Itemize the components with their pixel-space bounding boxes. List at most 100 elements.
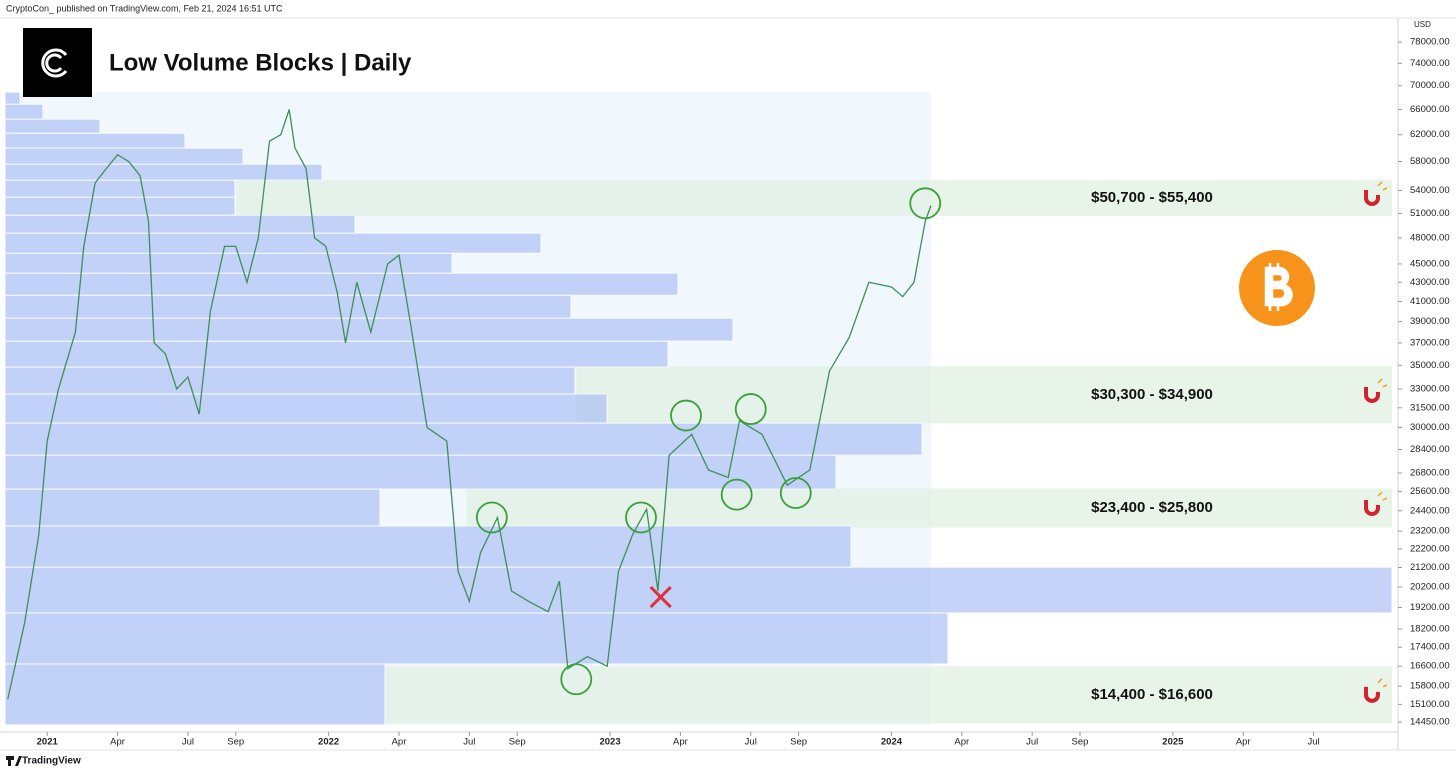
x-tick-label: 2023 [599, 737, 620, 748]
y-tick-label: 78000.00 [1410, 37, 1450, 48]
y-tick-label: 37000.00 [1410, 337, 1450, 348]
logo [23, 28, 92, 97]
highlight-circle [720, 478, 753, 511]
y-tick-label: 48000.00 [1410, 232, 1450, 243]
highlight-circle [475, 501, 508, 534]
highlight-circle [670, 399, 702, 432]
x-tick-label: 2025 [1162, 737, 1184, 748]
y-tick-label: 25600.00 [1410, 486, 1450, 497]
y-tick-label: 74000.00 [1410, 58, 1450, 69]
magnet-icon [1364, 686, 1380, 703]
logo-mark [41, 48, 68, 78]
y-tick-label: 35000.00 [1410, 360, 1450, 371]
y-tick-label: 23200.00 [1410, 526, 1450, 537]
y-tick-label: 41000.00 [1410, 296, 1450, 307]
x-tick-label: 2024 [881, 737, 903, 748]
cross-mark [649, 586, 672, 609]
x-tick-label: Apr [110, 737, 125, 748]
zone-label: $14,400 - $16,600 [1091, 686, 1213, 703]
y-tick-label: 14450.00 [1410, 717, 1450, 728]
magnet-spark [1377, 491, 1388, 501]
highlight-circle [625, 501, 657, 534]
y-tick-label: 30000.00 [1410, 422, 1450, 433]
magnet-spark [1377, 678, 1388, 688]
volume-bar [4, 422, 923, 456]
y-tick-label: 24400.00 [1410, 505, 1450, 516]
highlight-circle [779, 477, 812, 509]
x-tick-label: Jul [745, 737, 757, 748]
x-tick-label: Sep [1072, 737, 1089, 748]
y-tick-label: 45000.00 [1410, 258, 1450, 269]
magnet-icon [1364, 189, 1380, 206]
x-tick-label: Apr [673, 737, 688, 748]
zone-label: $30,300 - $34,900 [1091, 386, 1213, 403]
highlight-circle [734, 393, 767, 425]
volume-bar [4, 340, 669, 368]
plot: $50,700 - $55,400 $30,300 - $34,900 $23,40… [4, 91, 1393, 726]
volume-bar [4, 454, 837, 490]
volume-bar [4, 612, 949, 665]
logo-mark [45, 53, 63, 73]
x-tick-label: Apr [954, 737, 969, 748]
y-tick-label: 31500.00 [1410, 402, 1450, 413]
x-tick-label: Sep [509, 737, 526, 748]
volume-bar [4, 525, 852, 568]
y-tick-label: 70000.00 [1410, 80, 1450, 91]
y-tick-label: 15100.00 [1410, 699, 1450, 710]
y-tick-label: 58000.00 [1410, 156, 1450, 167]
x-tick-label: Jul [1307, 737, 1319, 748]
magnet-spark [1377, 378, 1388, 388]
volume-bar [4, 214, 356, 234]
volume-bar [4, 91, 21, 105]
volume-bar [4, 317, 734, 342]
volume-bar [4, 163, 323, 181]
chart-title: Low Volume Blocks | Daily [109, 49, 412, 76]
zone [384, 666, 1393, 724]
y-tick-label: 22200.00 [1410, 543, 1450, 554]
zone [466, 488, 1393, 528]
y-tick-label: 66000.00 [1410, 104, 1450, 115]
y-tick-label: 54000.00 [1410, 185, 1450, 196]
price-line [7, 109, 932, 700]
y-tick-label: 15800.00 [1410, 681, 1450, 692]
volume-bar [4, 488, 381, 527]
bitcoin-glyph [1264, 263, 1293, 311]
y-tick-label: 62000.00 [1410, 129, 1450, 140]
y-axis-unit: USD [1414, 20, 1431, 29]
y-tick-label: 21200.00 [1410, 562, 1450, 573]
y-tick-label: 26800.00 [1410, 467, 1450, 478]
magnet-spark [1377, 181, 1388, 191]
volume-bar [4, 147, 244, 165]
y-tick-label: 18200.00 [1410, 624, 1450, 635]
zone [576, 366, 1392, 424]
x-tick-label: Sep [790, 737, 807, 748]
zone-label: $50,700 - $55,400 [1091, 189, 1213, 206]
byline: CryptoCon_ published on TradingView.com,… [6, 3, 283, 13]
y-tick-label: 28400.00 [1410, 444, 1450, 455]
volume-bar [4, 272, 679, 296]
zone [235, 180, 1392, 216]
volume-bar [4, 294, 572, 319]
volume-bar [4, 103, 44, 120]
zone-label: $23,400 - $25,800 [1091, 499, 1213, 516]
x-tick-label: 2021 [37, 737, 59, 748]
y-tick-label: 33000.00 [1410, 384, 1450, 395]
highlight-circle [560, 663, 593, 696]
volume-bar [4, 393, 608, 424]
volume-bar [4, 366, 576, 395]
volume-bar [4, 566, 1393, 614]
volume-bar [4, 132, 186, 149]
x-tick-label: Apr [1236, 737, 1251, 748]
footer-brand: TradingView [22, 756, 81, 767]
y-tick-label: 16600.00 [1410, 661, 1450, 672]
y-tick-label: 51000.00 [1410, 208, 1450, 219]
volume-bar [4, 252, 453, 274]
x-tick-label: Jul [1026, 737, 1038, 748]
y-tick-label: 39000.00 [1410, 316, 1450, 327]
y-tick-label: 19200.00 [1410, 602, 1450, 613]
y-tick-label: 17400.00 [1410, 642, 1450, 653]
volume-bar [4, 118, 101, 134]
x-tick-label: 2022 [318, 737, 339, 748]
volume-bar [4, 179, 236, 198]
